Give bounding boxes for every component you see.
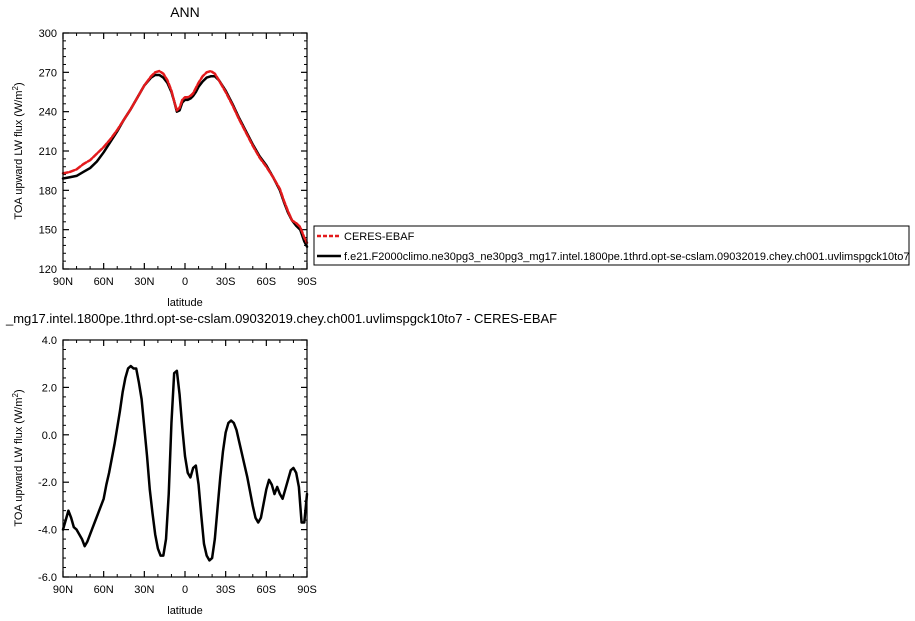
bottom-x-axis-label: latitude <box>167 605 202 617</box>
top-y-tick-label: 180 <box>39 185 57 197</box>
top-panel: ANN TOA upward LW flux (W/m2) latitude 9… <box>11 4 317 309</box>
bottom-plot-area: 90N 60N 30N 0 30S 60S 90S -6.0 -4.0 -2.0 0.0 2.0 4.0 <box>38 335 317 596</box>
bottom-y-tick-label: -4.0 <box>38 525 57 537</box>
top-x-tick-label: 90S <box>297 276 317 288</box>
top-x-tick-label: 30N <box>134 276 154 288</box>
bottom-series-line-model <box>61 364 309 562</box>
top-series-line-ceres <box>61 69 309 245</box>
svg-text:TOA upward LW flux (W/m2): TOA upward LW flux (W/m2) <box>11 389 25 526</box>
top-y-tick-label: 270 <box>39 67 57 79</box>
top-y-axis-label: TOA upward LW flux (W/m2) <box>11 82 25 219</box>
top-y-tick-label: 240 <box>39 107 57 119</box>
top-x-tick-label: 60S <box>257 276 277 288</box>
bottom-x-tick-label: 0 <box>182 584 188 596</box>
top-x-tick-label: 90N <box>53 276 73 288</box>
bottom-chart-title: _mg17.intel.1800pe.1thrd.opt-se-cslam.09… <box>5 311 557 326</box>
bottom-y-tick-label: 0.0 <box>42 430 57 442</box>
top-y-tick-label: 300 <box>39 28 57 40</box>
bottom-y-axis-label: TOA upward LW flux (W/m2) <box>11 389 25 526</box>
top-chart-title: ANN <box>170 4 200 20</box>
top-y-tick-label: 120 <box>39 264 57 276</box>
bottom-x-tick-label: 90N <box>53 584 73 596</box>
bottom-plot-frame <box>62 339 308 578</box>
legend-label-ceres: CERES-EBAF <box>344 231 415 243</box>
bottom-x-tick-label: 30S <box>216 584 236 596</box>
top-x-tick-label: 30S <box>216 276 236 288</box>
legend: CERES-EBAF f.e21.F2000climo.ne30pg3_ne30… <box>313 225 910 266</box>
bottom-x-tick-label: 30N <box>134 584 154 596</box>
bottom-y-tick-label: 4.0 <box>42 335 57 347</box>
top-x-tick-label: 60N <box>94 276 114 288</box>
top-plot-area: 90N 60N 30N 0 30S 60S 90S 120 150 180 210 240 270 300 <box>39 28 317 288</box>
top-x-tick-label: 0 <box>182 276 188 288</box>
bottom-x-tick-label: 90S <box>297 584 317 596</box>
bottom-panel: _mg17.intel.1800pe.1thrd.opt-se-cslam.09… <box>5 311 557 617</box>
top-y-tick-label: 150 <box>39 225 57 237</box>
bottom-y-tick-label: -2.0 <box>38 477 57 489</box>
top-y-tick-label: 210 <box>39 146 57 158</box>
bottom-y-tick-label: 2.0 <box>42 382 57 394</box>
top-series-line-model <box>61 73 309 248</box>
bottom-x-tick-label: 60S <box>257 584 277 596</box>
top-x-axis-label: latitude <box>167 297 202 309</box>
legend-label-model: f.e21.F2000climo.ne30pg3_ne30pg3_mg17.in… <box>344 251 909 263</box>
bottom-y-tick-label: -6.0 <box>38 572 57 584</box>
svg-text:TOA upward LW flux (W/m2): TOA upward LW flux (W/m2) <box>11 82 25 219</box>
top-plot-frame <box>62 32 308 270</box>
bottom-x-tick-label: 60N <box>94 584 114 596</box>
legend-box <box>313 225 910 266</box>
